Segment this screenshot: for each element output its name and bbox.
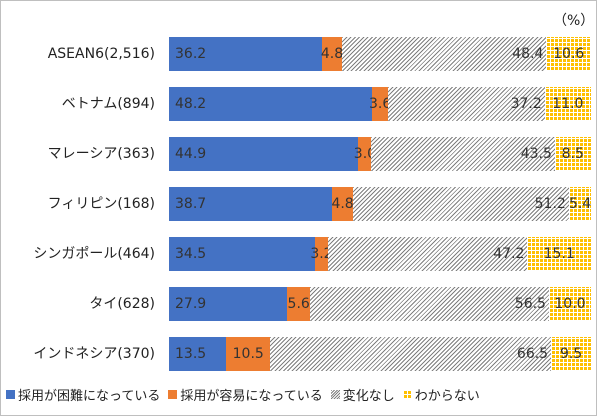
category-label: シンガポール(464): [33, 246, 155, 262]
data-label: 66.5: [516, 346, 549, 362]
legend-item: 採用が困難になっている: [6, 385, 160, 404]
data-label: 34.5: [175, 246, 207, 262]
bar-segment: [554, 137, 591, 171]
bar-segment: [169, 87, 373, 121]
data-label: 10.0: [554, 296, 586, 312]
legend-swatch: [168, 390, 178, 399]
data-label: 3.0: [353, 146, 377, 162]
data-label: 3.2: [310, 246, 333, 262]
bar-row: 13.5 10.5 66.5 9.5: [169, 337, 591, 371]
bar-segment: [371, 137, 555, 171]
data-label: 43.5: [520, 146, 552, 162]
bar-segment: [352, 187, 569, 221]
legend-label: 採用が困難になっている: [18, 389, 161, 404]
data-label: 11.0: [552, 96, 584, 112]
data-label: 13.5: [175, 346, 207, 362]
bar-segment: [546, 37, 591, 71]
data-label: 15.1: [543, 246, 575, 262]
bar-segment: [314, 237, 329, 271]
bar-segment: [372, 87, 388, 121]
legend-swatch: [330, 390, 340, 399]
bar-segment: [169, 287, 287, 321]
category-label: マレーシア(363): [47, 146, 155, 162]
data-label: 37.2: [510, 96, 542, 112]
data-label: 27.9: [175, 296, 207, 312]
bar-segment: [544, 87, 591, 121]
bar-segment: [169, 237, 315, 271]
legend-label: 変化なし: [342, 389, 395, 404]
data-label: 47.2: [493, 246, 525, 262]
category-label: ASEAN6(2,516): [47, 46, 155, 62]
category-label: ベトナム(894): [61, 96, 155, 112]
data-label: 4.8: [320, 46, 344, 62]
bar-segment: [328, 237, 528, 271]
bar-segment: [550, 337, 591, 371]
bar-segment: [286, 287, 311, 321]
data-label: 5.4: [569, 196, 592, 212]
bar-segment: [568, 187, 592, 221]
data-label: 44.9: [175, 146, 207, 162]
bar-segment: [387, 87, 545, 121]
bar-segment: [527, 237, 591, 271]
data-label: 10.6: [553, 46, 585, 62]
data-label: 38.7: [175, 196, 207, 212]
bar-segment: [321, 37, 342, 71]
data-label: 4.8: [331, 196, 354, 212]
bar-row: 48.2 3.6 37.2 11.0: [169, 87, 591, 121]
data-label: 56.5: [514, 296, 546, 312]
legend-swatch: [6, 390, 15, 399]
data-label: 10.5: [232, 346, 264, 362]
bar-segment: [548, 287, 591, 321]
legend: 採用が困難になっている 採用が容易になっている 変化なし わからない: [6, 385, 480, 404]
unit-label: （%）: [553, 13, 595, 29]
data-label: 48.4: [512, 46, 544, 62]
category-label: フィリピン(168): [47, 196, 155, 212]
bar-segment: [332, 187, 353, 221]
bar-row: 27.9 5.6 56.5 10.0: [169, 287, 591, 321]
data-label: 36.2: [175, 46, 207, 62]
bar-segment: [310, 287, 549, 321]
bar-segment: [169, 37, 322, 71]
legend-item: わからない: [402, 385, 480, 404]
legend-item: 採用が容易になっている: [168, 385, 323, 404]
bar-segment: [169, 187, 333, 221]
bar-row: 34.5 3.2 47.2 15.1: [169, 237, 591, 271]
bar-row: 36.2 4.8 48.4 10.6: [169, 37, 591, 71]
bar-segment: [169, 137, 359, 171]
bar-segment: [169, 337, 226, 371]
bar-row: 44.9 3.0 43.5 8.5: [169, 137, 591, 171]
data-label: 5.6: [287, 296, 310, 312]
category-label: タイ(628): [89, 296, 155, 312]
category-label: インドネシア(370): [33, 346, 155, 362]
legend-item: 変化なし: [330, 385, 395, 404]
bar-segment: [342, 37, 547, 71]
data-label: 8.5: [561, 146, 584, 162]
bar-segment: [225, 337, 271, 371]
data-label: 51.2: [534, 196, 566, 212]
legend-swatch: [402, 390, 412, 399]
bar-row: 38.7 4.8 51.2 5.4: [169, 187, 592, 221]
bar-segment: [358, 137, 372, 171]
data-label: 48.2: [175, 96, 207, 112]
legend-label: 採用が容易になっている: [180, 389, 323, 404]
data-label: 3.6: [369, 96, 392, 112]
legend-label: わからない: [414, 389, 480, 404]
data-label: 9.5: [559, 346, 583, 362]
bar-segment: [270, 337, 551, 371]
